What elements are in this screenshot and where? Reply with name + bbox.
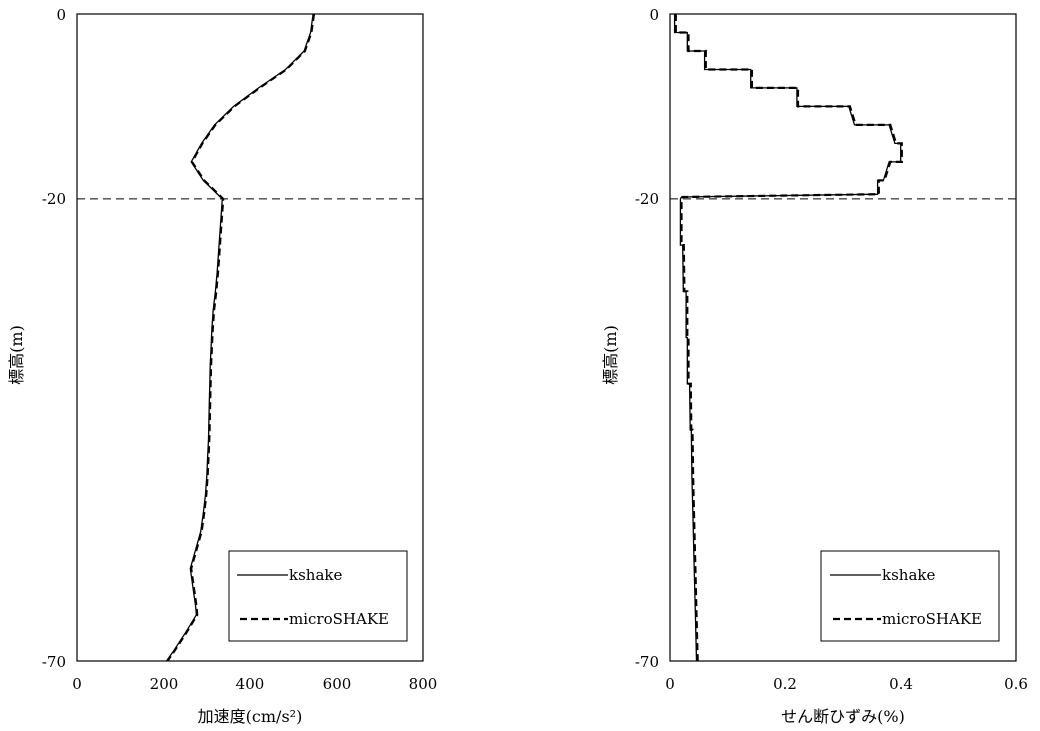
legend-microshake-label: microSHAKE [882,610,982,628]
y-tick-label: -20 [635,190,659,208]
plot-area [76,13,424,662]
y-tick-label: -70 [635,653,659,671]
x-tick-label: 200 [150,675,179,693]
microshake-line [166,13,316,662]
x-ticks: 0 200 400 600 800 [72,675,437,693]
legend-box [820,550,1000,642]
y-tick-label: 0 [56,6,66,24]
acceleration-chart: 0 -20 -70 0 200 400 600 800 加速度(cm/s²) 標… [7,6,437,726]
legend: kshake microSHAKE [228,550,408,642]
x-axis-label: せん断ひずみ(%) [781,707,905,726]
x-tick-label: 400 [236,675,265,693]
microshake-line [674,14,903,662]
y-ticks: 0 -20 -70 [42,6,66,671]
legend-microshake-label: microSHAKE [289,610,389,628]
x-ticks: 0 0.2 0.4 0.6 [665,675,1028,693]
x-tick-label: 0.6 [1004,675,1028,693]
x-tick-label: 0 [665,675,675,693]
x-tick-label: 0.4 [889,675,913,693]
x-tick-label: 0.2 [773,675,797,693]
legend: kshake microSHAKE [820,550,1000,642]
plot-area [669,13,1017,662]
y-tick-label: 0 [649,6,659,24]
shear-strain-chart: 0 -20 -70 0 0.2 0.4 0.6 せん断ひずみ(%) 標高(m) … [601,6,1028,726]
y-tick-label: -70 [42,653,66,671]
x-axis-label: 加速度(cm/s²) [198,707,303,726]
x-tick-label: 800 [409,675,438,693]
x-tick-label: 600 [323,675,352,693]
legend-kshake-label: kshake [882,566,935,584]
y-tick-label: -20 [42,190,66,208]
y-axis-label: 標高(m) [601,325,620,385]
y-axis-label: 標高(m) [7,325,26,385]
y-ticks: 0 -20 -70 [635,6,659,671]
x-tick-label: 0 [72,675,82,693]
legend-box [228,550,408,642]
legend-kshake-label: kshake [289,566,342,584]
